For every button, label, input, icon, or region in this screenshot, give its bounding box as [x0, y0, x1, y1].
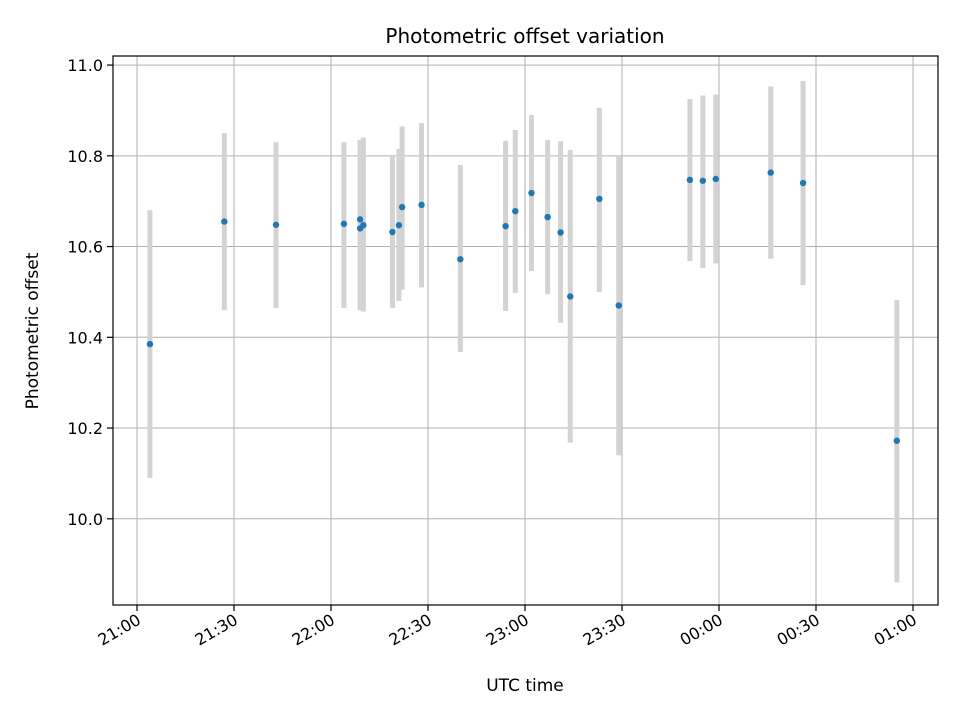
data-point — [686, 176, 694, 184]
data-point — [557, 229, 564, 236]
y-tick-label: 10.2 — [67, 419, 103, 438]
y-tick-label: 10.6 — [67, 238, 103, 257]
data-point — [146, 340, 154, 348]
data-point — [512, 207, 519, 215]
data-point — [457, 256, 464, 263]
y-tick-label: 11.0 — [67, 56, 103, 75]
data-point — [272, 221, 280, 228]
y-tick-label: 10.0 — [67, 510, 103, 529]
data-point — [502, 222, 509, 230]
data-point — [799, 179, 807, 187]
data-point — [544, 213, 551, 221]
data-point — [398, 203, 406, 211]
data-point — [360, 222, 367, 229]
x-axis-label: UTC time — [486, 676, 564, 696]
grid-lines — [113, 56, 938, 605]
data-point — [893, 437, 901, 444]
y-tick-label: 10.4 — [67, 328, 103, 347]
data-point — [221, 218, 228, 225]
data-point — [596, 195, 603, 203]
data-point — [340, 220, 348, 228]
data-point — [767, 169, 774, 176]
data-point — [389, 228, 396, 236]
data-point — [699, 177, 707, 184]
data-point — [615, 302, 622, 309]
y-tick-label: 10.8 — [67, 147, 103, 166]
data-point — [712, 175, 719, 183]
data-points — [146, 169, 901, 444]
data-point — [418, 201, 425, 209]
chart-title: Photometric offset variation — [385, 24, 664, 48]
data-point — [528, 189, 535, 197]
data-point — [567, 293, 574, 300]
y-axis-label: Photometric offset — [23, 252, 43, 409]
data-point — [395, 222, 403, 229]
y-axis-ticks: 10.0 10.2 10.4 10.6 10.8 11.0 — [67, 56, 113, 529]
data-point — [356, 216, 364, 223]
